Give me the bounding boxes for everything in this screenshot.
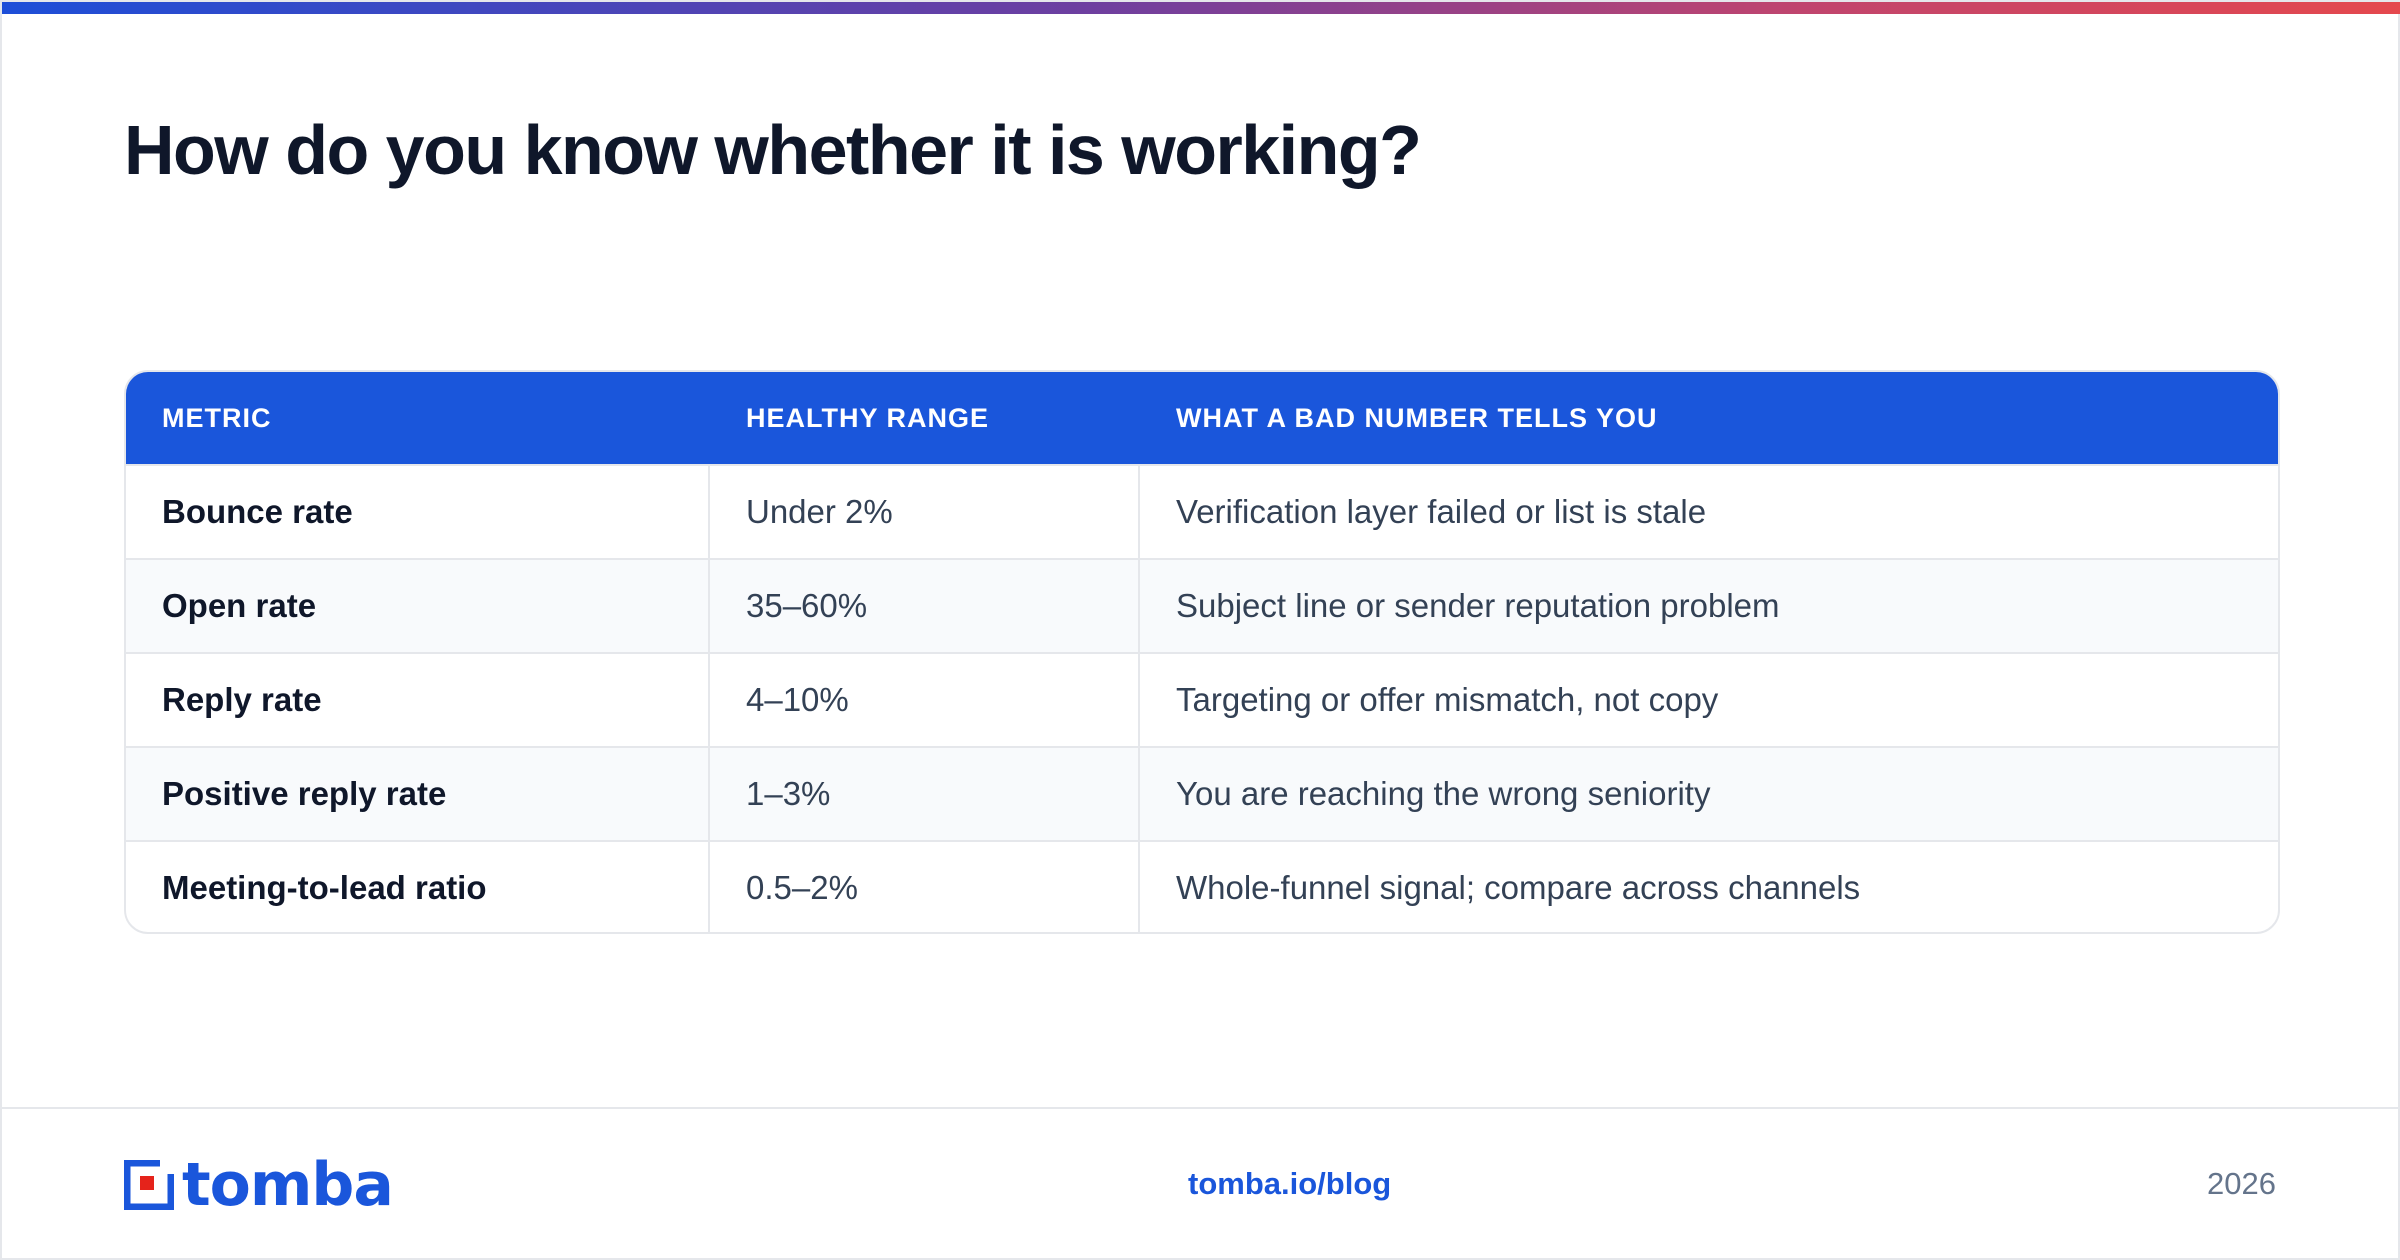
- meaning-cell: Subject line or sender reputation proble…: [1176, 587, 1780, 624]
- meaning-cell: You are reaching the wrong seniority: [1176, 775, 1711, 812]
- table-row: Bounce rate Under 2% Verification layer …: [126, 464, 2278, 558]
- table-header: METRIC HEALTHY RANGE WHAT A BAD NUMBER T…: [126, 372, 2278, 464]
- table-row: Open rate 35–60% Subject line or sender …: [126, 558, 2278, 652]
- table-row: Positive reply rate 1–3% You are reachin…: [126, 746, 2278, 840]
- range-cell: Under 2%: [710, 466, 1140, 558]
- metric-cell: Bounce rate: [126, 466, 710, 558]
- blog-link[interactable]: tomba.io/blog: [1188, 1166, 1392, 1201]
- page-title: How do you know whether it is working?: [124, 111, 1422, 189]
- range-cell: 4–10%: [710, 654, 1140, 746]
- meaning-cell: Verification layer failed or list is sta…: [1176, 493, 1707, 530]
- header-metric: METRIC: [162, 402, 272, 433]
- meaning-cell: Whole-funnel signal; compare across chan…: [1176, 869, 1861, 906]
- top-gradient-bar: [2, 2, 2400, 14]
- header-bad-number: WHAT A BAD NUMBER TELLS YOU: [1176, 402, 1658, 433]
- header-healthy-range: HEALTHY RANGE: [746, 402, 990, 433]
- table-row: Meeting-to-lead ratio 0.5–2% Whole-funne…: [126, 840, 2278, 932]
- metric-cell: Meeting-to-lead ratio: [126, 842, 710, 932]
- range-cell: 0.5–2%: [710, 842, 1140, 932]
- range-cell: 1–3%: [710, 748, 1140, 840]
- metrics-table: METRIC HEALTHY RANGE WHAT A BAD NUMBER T…: [124, 370, 2280, 934]
- footer-year: 2026: [2207, 1166, 2276, 1201]
- tomba-logo-icon: [124, 1160, 174, 1210]
- logo-wordmark: tomba: [182, 1150, 394, 1220]
- footer-divider: [2, 1107, 2400, 1109]
- tomba-logo: tomba: [124, 1150, 394, 1220]
- metric-cell: Open rate: [126, 560, 710, 652]
- meaning-cell: Targeting or offer mismatch, not copy: [1176, 681, 1719, 718]
- metric-cell: Positive reply rate: [126, 748, 710, 840]
- range-cell: 35–60%: [710, 560, 1140, 652]
- table-row: Reply rate 4–10% Targeting or offer mism…: [126, 652, 2278, 746]
- metric-cell: Reply rate: [126, 654, 710, 746]
